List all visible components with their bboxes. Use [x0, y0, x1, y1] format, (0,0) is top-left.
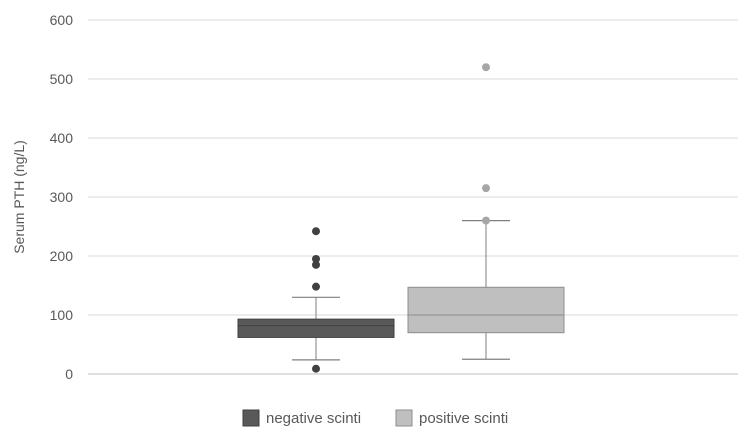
- legend-swatch: [395, 409, 413, 427]
- outlier-point: [482, 63, 490, 72]
- outlier-point: [312, 227, 320, 236]
- outlier-point: [482, 184, 490, 193]
- y-axis-ticks: 0 100 200 300 400 500 600: [50, 12, 74, 382]
- outlier-point: [312, 254, 320, 263]
- box-plots: [237, 63, 565, 373]
- y-tick-label: 300: [50, 189, 74, 205]
- outlier-point: [312, 282, 320, 291]
- outlier-point: [312, 260, 320, 269]
- legend: negative scinti positive scinti: [242, 409, 508, 427]
- y-tick-label: 200: [50, 248, 74, 264]
- y-tick-label: 400: [50, 130, 74, 146]
- box: [407, 286, 565, 334]
- box: [237, 318, 395, 338]
- legend-swatch: [242, 409, 260, 427]
- legend-label: positive scinti: [419, 410, 508, 427]
- outlier-point: [482, 216, 490, 225]
- y-tick-label: 600: [50, 12, 74, 28]
- outlier-point: [312, 364, 320, 373]
- box-plot-2: [407, 63, 565, 360]
- y-tick-label: 0: [65, 366, 73, 382]
- legend-label: negative scinti: [266, 410, 361, 427]
- y-axis-title: Serum PTH (ng/L): [11, 140, 27, 254]
- y-tick-label: 100: [50, 307, 74, 323]
- box-plot-1: [237, 227, 395, 373]
- y-tick-label: 500: [50, 71, 74, 87]
- gridlines: [88, 19, 738, 375]
